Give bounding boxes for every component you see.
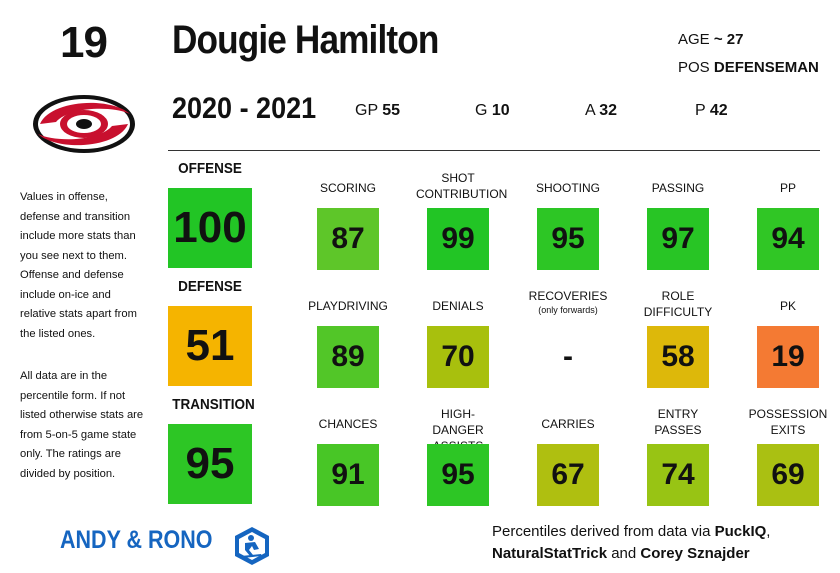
metric-score: - — [563, 340, 573, 373]
metric-label: PLAYDRIVING — [308, 299, 388, 313]
category-score-offense: 100 — [168, 188, 252, 268]
metric-label: ROLE DIFFICULTY — [643, 289, 713, 319]
stat-p: P 42 — [695, 102, 728, 119]
stat-a: A 32 — [585, 102, 618, 119]
metric-label: PK — [779, 299, 796, 313]
metric-label: DENIALS — [432, 299, 484, 313]
position-value: DEFENSEMAN — [713, 59, 819, 76]
category-label-offense: OFFENSE — [178, 160, 242, 177]
metric-label: SCORING — [319, 181, 376, 195]
metric-score: 95 — [537, 208, 599, 270]
category-score-defense: 51 — [168, 306, 252, 386]
metric-score: 99 — [427, 208, 489, 270]
metric-label: CHANCES — [318, 417, 378, 431]
header-divider — [168, 150, 820, 151]
category-score-transition: 95 — [168, 424, 252, 504]
metric-score: 67 — [537, 444, 599, 506]
metric-label: RECOVERIES (only forwards) — [526, 288, 610, 316]
metric-score: 94 — [757, 208, 819, 270]
category-label-transition: TRANSITION — [172, 396, 255, 413]
metric-score: 58 — [647, 326, 709, 388]
notes-paragraph-1: Values in offense, defense and transitio… — [20, 191, 137, 340]
metric-score: 70 — [427, 326, 489, 388]
age-row: AGE ~ 27 — [678, 31, 743, 48]
team-logo — [33, 95, 135, 153]
season-label: 2020 - 2021 — [172, 92, 317, 125]
player-name: Dougie Hamilton — [172, 18, 439, 62]
metric-label: HIGH-DANGER ASSISTS — [432, 407, 484, 453]
position-label: POS — [678, 59, 710, 76]
age-label: AGE — [678, 31, 710, 48]
metric-score: 89 — [317, 326, 379, 388]
metric-score: 69 — [757, 444, 819, 506]
metric-label: SHOOTING — [535, 181, 600, 195]
metric-label: CARRIES — [541, 417, 595, 431]
metric-score: 95 — [427, 444, 489, 506]
data-credit: Percentiles derived from data via PuckIQ… — [492, 523, 771, 562]
hockey-player-icon — [235, 527, 269, 565]
brand-name: ANDY & RONO — [60, 526, 213, 554]
metric-label: PASSING — [651, 181, 705, 195]
credit-source-sznajder: Corey Sznajder — [640, 545, 750, 562]
metric-label: PP — [779, 181, 796, 195]
notes-paragraph-2: All data are in the percentile form. If … — [20, 370, 144, 480]
metric-label: ENTRY PASSES — [654, 407, 702, 437]
position-row: POS DEFENSEMAN — [678, 59, 819, 76]
age-value: ~ 27 — [713, 31, 744, 48]
credit-source-puckiq: PuckIQ — [714, 523, 767, 540]
credit-source-nst: NaturalStatTrick — [492, 545, 608, 562]
metric-score: 91 — [317, 444, 379, 506]
jersey-number: 19 — [60, 18, 108, 67]
stat-gp: GP 55 — [355, 102, 401, 119]
metric-score: 87 — [317, 208, 379, 270]
metric-score: 74 — [647, 444, 709, 506]
metric-score: 19 — [757, 326, 819, 388]
category-label-defense: DEFENSE — [178, 278, 242, 295]
metric-label: POSSESSION EXITS — [748, 407, 828, 437]
metric-note: (only forwards) — [538, 305, 598, 315]
metric-score: 97 — [647, 208, 709, 270]
stat-g: G 10 — [475, 102, 510, 119]
metric-label: SHOT CONTRIBUTION — [416, 171, 508, 201]
